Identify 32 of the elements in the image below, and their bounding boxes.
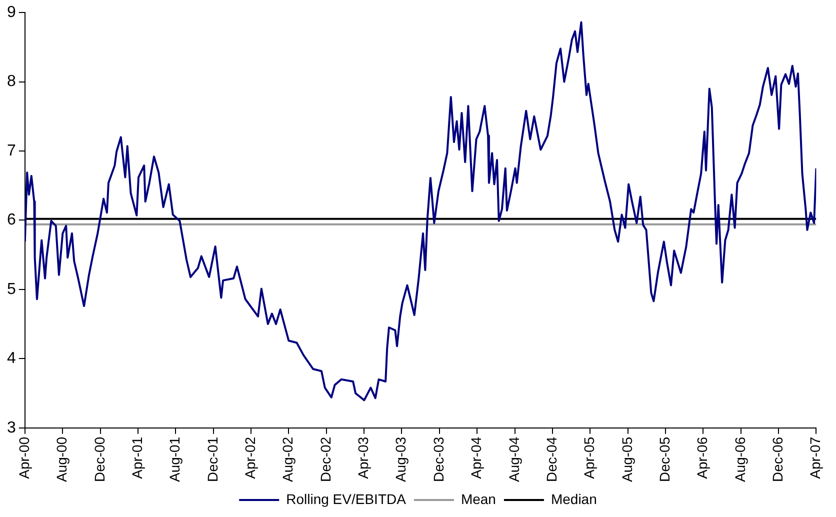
y-tick-label: 8 (6, 73, 16, 90)
y-tick-label: 3 (6, 419, 16, 436)
x-tick-label: Apr-01 (128, 436, 145, 479)
x-tick-label: Dec-03 (430, 436, 446, 482)
x-tick-label: Aug-03 (392, 436, 409, 482)
x-tick-label: Apr-05 (581, 436, 598, 479)
y-tick-label: 4 (6, 350, 16, 368)
y-tick-label: 5 (6, 280, 16, 298)
x-tick-label: Apr-06 (694, 436, 710, 479)
x-tick-label: Apr-04 (468, 436, 484, 479)
x-tick-label: Dec-00 (91, 436, 108, 482)
x-tick-label: Dec-06 (770, 436, 786, 482)
x-tick-label: Dec-05 (656, 436, 673, 482)
x-tick-label: Aug-05 (618, 436, 635, 482)
x-tick-label: Apr-02 (242, 436, 258, 479)
x-tick-label: Aug-02 (280, 436, 296, 482)
y-tick-label: 6 (6, 212, 16, 229)
x-tick-label: Dec-01 (204, 436, 220, 482)
y-tick-label: 9 (6, 4, 16, 22)
legend-label: Median (550, 490, 597, 507)
x-tick-label: Aug-01 (166, 436, 183, 482)
legend-label: Mean (460, 490, 496, 507)
x-tick-label: Apr-00 (16, 436, 32, 479)
x-tick-label: Aug-04 (506, 436, 522, 482)
x-tick-label: Aug-06 (732, 436, 748, 482)
x-tick-label: Dec-04 (544, 436, 560, 482)
x-tick-label: Apr-07 (807, 436, 824, 479)
x-tick-label: Aug-00 (54, 436, 70, 482)
legend-label: Rolling EV/EBITDA (286, 490, 407, 507)
y-tick-label: 7 (6, 142, 16, 160)
x-tick-label: Apr-03 (354, 436, 371, 479)
x-tick-label: Dec-02 (317, 436, 334, 482)
